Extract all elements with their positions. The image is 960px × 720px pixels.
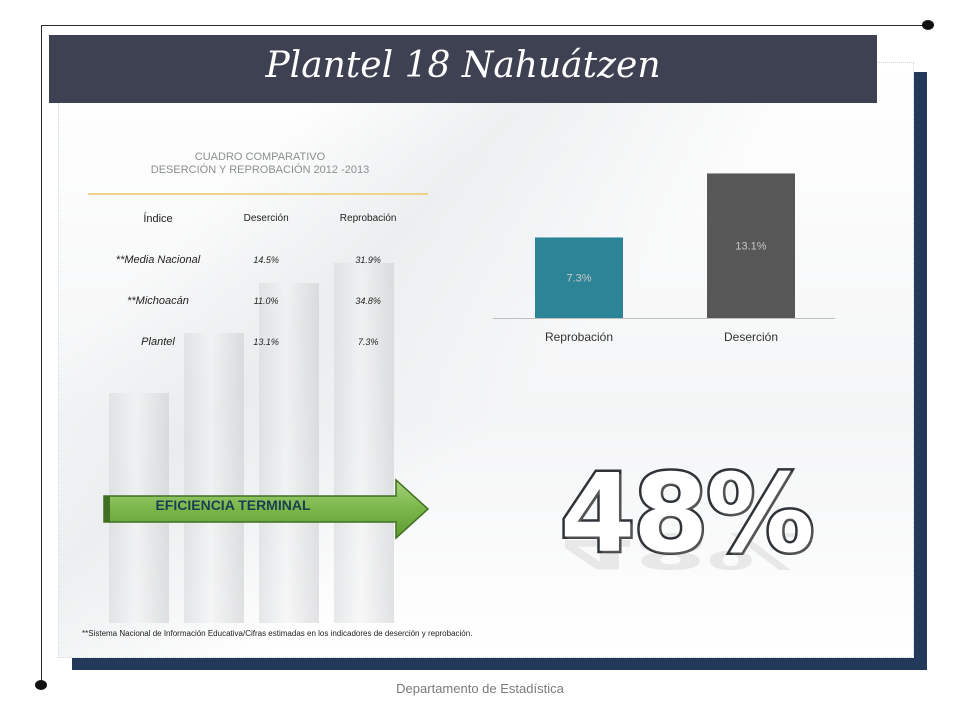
table-row: **Michoacán 11.0% 34.8%: [95, 280, 425, 321]
cell-reprobacion: 31.9%: [355, 254, 381, 265]
category-label: Deserción: [724, 330, 778, 344]
title-banner: Plantel 18 Nahuátzen: [49, 35, 877, 103]
bg-bar-decoration: [259, 283, 319, 623]
bar-chart: 7.3% Reprobación 13.1% Deserción: [493, 173, 835, 344]
row-label: Plantel: [141, 335, 175, 348]
slide-card: [58, 62, 914, 658]
frame-dot-top-right: [922, 20, 934, 30]
footer-department: Departamento de Estadística: [396, 681, 564, 696]
bg-bar-decoration: [334, 263, 394, 623]
efficiency-label: EFICIENCIA TERMINAL: [155, 497, 311, 513]
table-heading: CUADRO COMPARATIVO DESERCIÓN Y REPROBACI…: [90, 151, 430, 177]
col-header-index: Índice: [143, 212, 173, 225]
cell-desercion: 13.1%: [253, 336, 279, 347]
efficiency-value: 48%: [558, 450, 818, 580]
bar-reprobacin: [535, 237, 623, 318]
col-header-desercion: Deserción: [243, 213, 289, 224]
cell-desercion: 11.0%: [253, 295, 279, 306]
category-label: Reprobación: [545, 330, 613, 344]
row-label: **Michoacán: [127, 294, 189, 307]
comparison-table: Índice Deserción Reprobación **Media Nac…: [95, 198, 425, 362]
cell-desercion: 14.5%: [253, 254, 279, 265]
table-heading-line2: DESERCIÓN Y REPROBACIÓN 2012 -2013: [150, 164, 370, 176]
row-label: **Media Nacional: [115, 253, 201, 266]
frame-left-line: [41, 25, 42, 685]
cell-reprobacion: 34.8%: [355, 295, 381, 306]
frame-top-line: [41, 25, 927, 26]
table-row: **Media Nacional 14.5% 31.9%: [95, 239, 425, 280]
data-label: 7.3%: [566, 273, 591, 285]
frame-dot-bottom-left: [35, 680, 47, 690]
page-title: Plantel 18 Nahuátzen: [265, 45, 661, 86]
footnote: **Sistema Nacional de Información Educat…: [82, 629, 473, 638]
table-header-row: Índice Deserción Reprobación: [95, 198, 425, 239]
bar-desercin: [707, 173, 795, 318]
heading-rule: [88, 193, 428, 195]
arrow-shape: [103, 478, 430, 540]
cell-reprobacion: 7.3%: [357, 336, 379, 347]
table-heading-line1: CUADRO COMPARATIVO: [194, 151, 326, 163]
bg-bar-decoration: [184, 333, 244, 623]
data-label: 13.1%: [735, 241, 766, 253]
col-header-reprobacion: Reprobación: [339, 213, 397, 224]
table-row: Plantel 13.1% 7.3%: [95, 321, 425, 362]
